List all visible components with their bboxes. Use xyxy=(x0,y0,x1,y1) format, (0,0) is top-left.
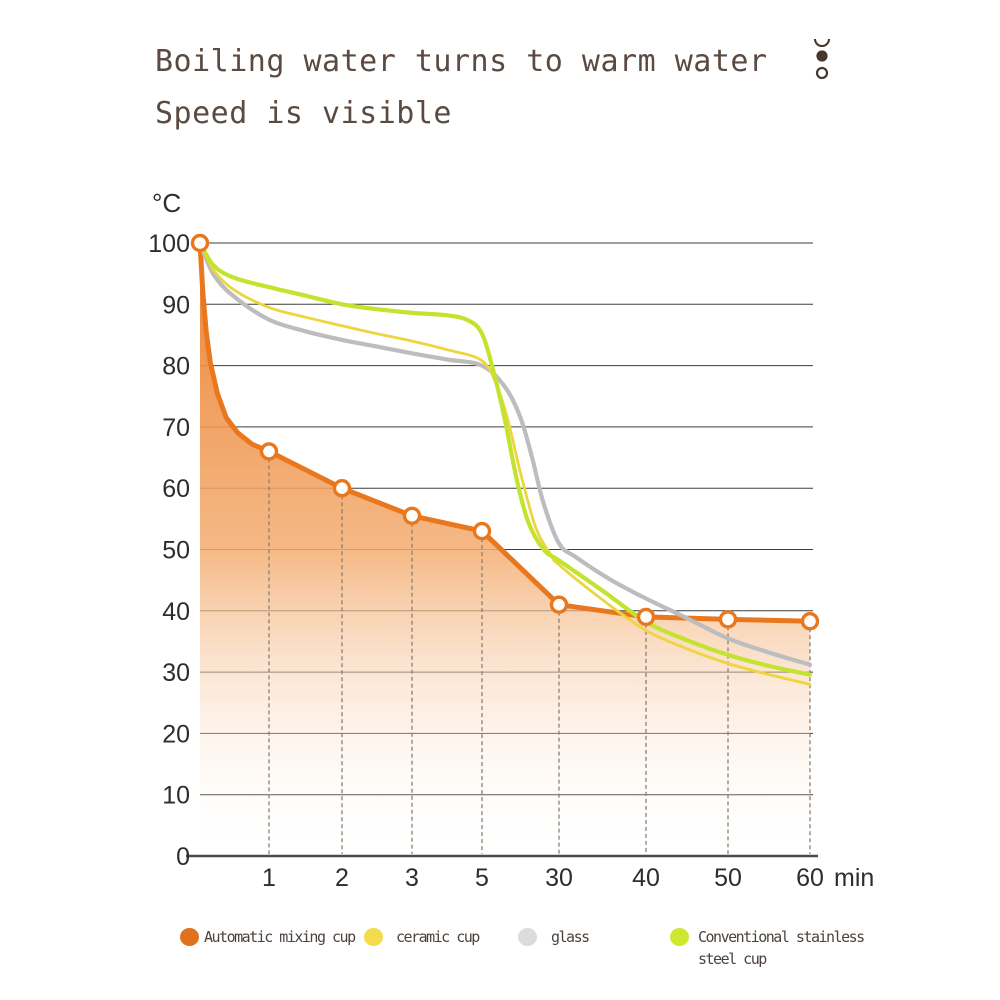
svg-text:40: 40 xyxy=(162,598,190,626)
svg-text:30: 30 xyxy=(162,659,190,687)
page-title: Boiling water turns to warm water Speed … xyxy=(155,36,768,140)
data-point-marker xyxy=(718,610,738,629)
series-line-glass xyxy=(197,240,813,667)
data-point-marker xyxy=(190,233,210,253)
data-point-marker xyxy=(636,607,656,627)
filled-dot-glyph xyxy=(816,50,828,62)
arc-and-dots-icon xyxy=(813,38,831,80)
open-dot-glyph xyxy=(815,66,829,80)
x-axis-ticks: 1 2 3 5 30 40 50 60 xyxy=(262,864,824,892)
data-point-marker xyxy=(402,506,422,525)
data-point-marker xyxy=(472,521,492,541)
svg-text:90: 90 xyxy=(162,291,190,319)
svg-text:2: 2 xyxy=(335,864,349,892)
svg-text:3: 3 xyxy=(405,864,419,892)
data-point-marker xyxy=(549,595,569,614)
y-axis-ticks: 0 10 20 30 40 50 60 70 80 90 100 xyxy=(148,230,190,871)
title-line-1: Boiling water turns to warm water xyxy=(155,44,768,79)
arc-glyph xyxy=(813,38,831,48)
svg-text:60: 60 xyxy=(162,475,190,503)
series-markers-automatic-mixing-cup xyxy=(190,233,820,631)
svg-text:10: 10 xyxy=(162,782,190,810)
legend-item-ceramic-cup: ceramic cup xyxy=(364,926,480,948)
legend-color-dot xyxy=(180,928,199,946)
series-line-automatic-mixing-cup xyxy=(197,240,813,624)
series-line-stainless-steel-cup xyxy=(197,240,813,677)
data-point-marker xyxy=(259,442,279,461)
legend-label: Conventional stainless steel cup xyxy=(698,928,865,968)
svg-text:30: 30 xyxy=(545,864,573,892)
svg-text:50: 50 xyxy=(162,537,190,565)
area-fill-automatic-mixing-cup xyxy=(200,243,810,856)
svg-text:0: 0 xyxy=(176,843,190,871)
svg-text:100: 100 xyxy=(148,230,190,258)
svg-text:60: 60 xyxy=(796,864,824,892)
svg-text:20: 20 xyxy=(162,720,190,748)
svg-text:70: 70 xyxy=(162,414,190,442)
chart-legend: Automatic mixing cup ceramic cup glass Conv… xyxy=(0,926,1000,996)
legend-item-conventional-stainless-steel-cup: Conventional stainless steel cup xyxy=(670,926,865,970)
legend-color-dot xyxy=(518,928,537,946)
y-axis-unit-label: °C xyxy=(152,188,181,218)
legend-label: glass xyxy=(551,928,590,946)
data-point-marker xyxy=(800,612,820,631)
svg-text:5: 5 xyxy=(475,864,489,892)
svg-text:50: 50 xyxy=(714,864,742,892)
svg-text:40: 40 xyxy=(632,864,660,892)
title-line-2: Speed is visible xyxy=(155,96,452,131)
svg-text:80: 80 xyxy=(162,353,190,381)
data-point-marker xyxy=(332,479,352,498)
legend-label: Automatic mixing cup xyxy=(204,928,356,946)
legend-item-automatic-mixing-cup: Automatic mixing cup xyxy=(180,926,356,948)
legend-color-dot xyxy=(364,928,383,946)
legend-color-dot xyxy=(670,928,689,946)
legend-item-glass: glass xyxy=(518,926,590,948)
svg-text:1: 1 xyxy=(262,864,276,892)
legend-label: ceramic cup xyxy=(396,928,480,946)
x-axis-unit-label: min xyxy=(834,864,874,892)
